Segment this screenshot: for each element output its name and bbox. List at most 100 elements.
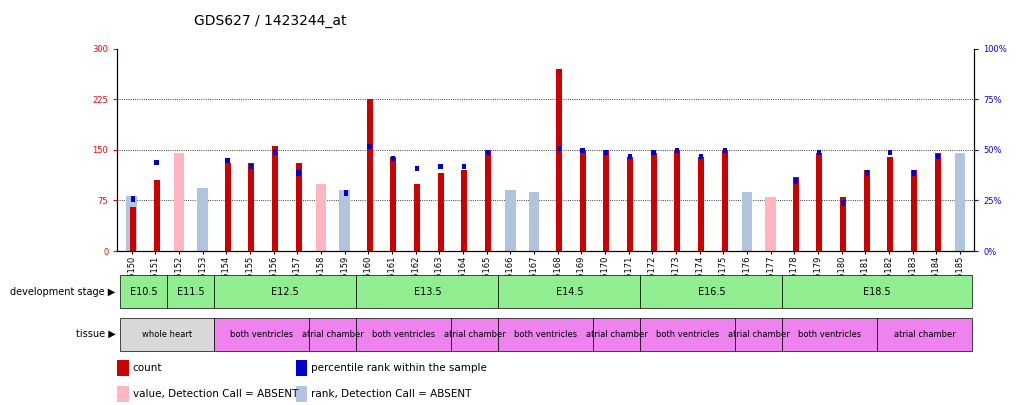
Bar bbox=[498, 318, 592, 351]
Text: atrial chamber: atrial chamber bbox=[893, 330, 955, 339]
Bar bbox=[356, 275, 498, 308]
Bar bbox=[954, 153, 964, 251]
Bar bbox=[580, 148, 584, 153]
Text: tissue ▶: tissue ▶ bbox=[75, 329, 115, 339]
Bar bbox=[697, 157, 703, 251]
Text: E16.5: E16.5 bbox=[697, 287, 725, 296]
Bar bbox=[764, 197, 775, 251]
Bar bbox=[640, 275, 782, 308]
Bar bbox=[498, 275, 640, 308]
Bar bbox=[721, 150, 727, 251]
Bar bbox=[129, 207, 136, 251]
Bar bbox=[343, 190, 347, 196]
Bar bbox=[297, 170, 301, 175]
Text: percentile rank within the sample: percentile rank within the sample bbox=[311, 362, 486, 373]
Bar bbox=[462, 164, 466, 169]
Text: value, Detection Call = ABSENT: value, Detection Call = ABSENT bbox=[132, 389, 298, 399]
Bar bbox=[651, 150, 655, 155]
Bar bbox=[414, 183, 420, 251]
Text: E14.5: E14.5 bbox=[555, 287, 583, 296]
Bar bbox=[876, 318, 971, 351]
Bar bbox=[450, 318, 498, 351]
Bar bbox=[627, 157, 633, 251]
Bar bbox=[296, 360, 307, 375]
Bar bbox=[556, 146, 560, 151]
Text: whole heart: whole heart bbox=[142, 330, 192, 339]
Bar bbox=[528, 192, 539, 251]
Bar bbox=[675, 148, 679, 153]
Bar bbox=[840, 200, 845, 206]
Bar bbox=[366, 99, 372, 251]
Bar bbox=[793, 178, 797, 183]
Bar bbox=[863, 170, 869, 251]
Bar bbox=[910, 170, 916, 251]
Bar bbox=[390, 157, 395, 251]
Bar bbox=[640, 318, 735, 351]
Bar bbox=[698, 154, 702, 159]
Text: E18.5: E18.5 bbox=[862, 287, 890, 296]
Bar bbox=[225, 158, 229, 163]
Text: development stage ▶: development stage ▶ bbox=[10, 287, 115, 296]
Bar bbox=[782, 318, 876, 351]
Bar bbox=[248, 163, 254, 251]
Text: atrial chamber: atrial chamber bbox=[443, 330, 505, 339]
Bar bbox=[272, 147, 277, 251]
Bar bbox=[721, 148, 727, 153]
Bar bbox=[792, 177, 798, 251]
Text: count: count bbox=[132, 362, 162, 373]
Bar bbox=[741, 192, 751, 251]
Bar bbox=[603, 150, 607, 155]
Bar bbox=[864, 170, 868, 175]
Bar bbox=[117, 386, 128, 402]
Text: rank, Detection Call = ABSENT: rank, Detection Call = ABSENT bbox=[311, 389, 471, 399]
Bar bbox=[887, 157, 893, 251]
Bar bbox=[126, 196, 137, 251]
Bar bbox=[437, 173, 443, 251]
Text: both ventricles: both ventricles bbox=[372, 330, 435, 339]
Bar bbox=[167, 275, 214, 308]
Bar bbox=[339, 190, 350, 251]
Text: GDS627 / 1423244_at: GDS627 / 1423244_at bbox=[194, 14, 346, 28]
Bar bbox=[272, 150, 277, 155]
Bar bbox=[173, 153, 184, 251]
Bar bbox=[741, 231, 751, 251]
Bar bbox=[224, 163, 230, 251]
Bar bbox=[485, 150, 489, 155]
Bar bbox=[555, 69, 561, 251]
Text: E13.5: E13.5 bbox=[413, 287, 441, 296]
Text: atrial chamber: atrial chamber bbox=[728, 330, 789, 339]
Bar bbox=[249, 164, 253, 169]
Bar bbox=[415, 166, 419, 171]
Bar bbox=[888, 150, 892, 155]
Bar bbox=[296, 163, 302, 251]
Text: E11.5: E11.5 bbox=[176, 287, 204, 296]
Bar bbox=[579, 150, 585, 251]
Bar bbox=[296, 386, 307, 402]
Bar bbox=[117, 360, 128, 375]
Text: E10.5: E10.5 bbox=[129, 287, 157, 296]
Bar bbox=[650, 153, 656, 251]
Text: both ventricles: both ventricles bbox=[655, 330, 718, 339]
Bar bbox=[933, 153, 940, 251]
Text: atrial chamber: atrial chamber bbox=[302, 330, 363, 339]
Text: E12.5: E12.5 bbox=[271, 287, 299, 296]
Text: atrial chamber: atrial chamber bbox=[585, 330, 647, 339]
Bar bbox=[603, 150, 608, 251]
Text: both ventricles: both ventricles bbox=[514, 330, 577, 339]
Bar bbox=[782, 275, 971, 308]
Bar bbox=[126, 207, 137, 251]
Bar bbox=[484, 150, 490, 251]
Bar bbox=[504, 224, 515, 251]
Bar bbox=[592, 318, 640, 351]
Bar bbox=[356, 318, 450, 351]
Bar bbox=[461, 170, 467, 251]
Bar bbox=[911, 170, 915, 175]
Bar bbox=[438, 164, 442, 169]
Bar bbox=[504, 190, 515, 251]
Text: both ventricles: both ventricles bbox=[798, 330, 860, 339]
Bar bbox=[197, 200, 208, 251]
Bar bbox=[934, 154, 938, 159]
Bar bbox=[214, 318, 309, 351]
Bar bbox=[119, 275, 167, 308]
Bar bbox=[367, 144, 371, 149]
